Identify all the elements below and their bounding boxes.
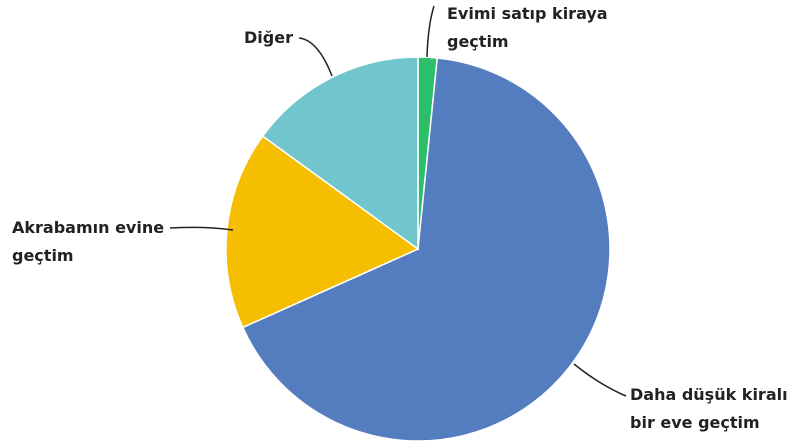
leader-line (298, 37, 333, 77)
pie-slice (261, 56, 419, 251)
slice-label: Akrabamın evine geçtim (12, 218, 165, 265)
leader-line (573, 363, 627, 397)
slice-label: Evimi satıp kiraya geçtim (447, 4, 608, 51)
pie-slice (241, 57, 611, 442)
leader-line (169, 226, 234, 231)
slice-label: Diğer (244, 28, 293, 47)
leader-line (426, 5, 435, 58)
slice-label: Daha düşük kiralı bir eve geçtim (630, 385, 788, 432)
